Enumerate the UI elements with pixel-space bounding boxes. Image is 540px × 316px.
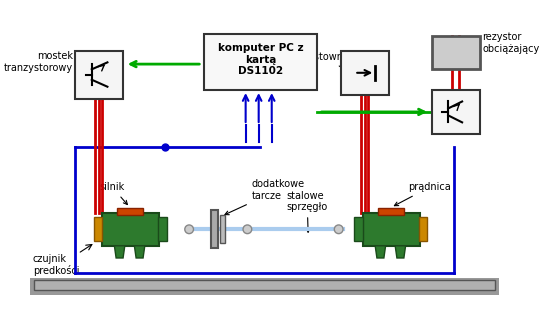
FancyBboxPatch shape xyxy=(158,217,166,241)
FancyBboxPatch shape xyxy=(431,36,480,69)
Polygon shape xyxy=(375,246,386,258)
Text: silnik: silnik xyxy=(99,182,127,204)
FancyBboxPatch shape xyxy=(220,216,225,243)
Polygon shape xyxy=(395,246,406,258)
FancyBboxPatch shape xyxy=(117,208,143,215)
FancyBboxPatch shape xyxy=(378,208,404,215)
FancyBboxPatch shape xyxy=(211,210,218,248)
Text: dodatkowe
tarcze: dodatkowe tarcze xyxy=(225,179,305,215)
Polygon shape xyxy=(134,246,145,258)
FancyBboxPatch shape xyxy=(30,278,500,295)
FancyBboxPatch shape xyxy=(418,217,427,241)
FancyBboxPatch shape xyxy=(363,213,420,246)
FancyBboxPatch shape xyxy=(102,213,159,246)
FancyBboxPatch shape xyxy=(431,90,480,134)
FancyBboxPatch shape xyxy=(35,280,495,290)
Circle shape xyxy=(334,225,343,234)
Text: czujnik
predkości: czujnik predkości xyxy=(32,254,79,276)
Text: prądnica: prądnica xyxy=(394,182,451,206)
Circle shape xyxy=(243,225,252,234)
Polygon shape xyxy=(114,246,125,258)
Text: stalowe
sprzęgło: stalowe sprzęgło xyxy=(287,191,328,232)
FancyBboxPatch shape xyxy=(354,217,363,241)
Text: mostek
tranzystorowy: mostek tranzystorowy xyxy=(4,51,73,73)
FancyBboxPatch shape xyxy=(204,34,317,90)
FancyBboxPatch shape xyxy=(93,217,102,241)
FancyBboxPatch shape xyxy=(341,51,389,94)
Text: prostownik: prostownik xyxy=(298,52,351,71)
Circle shape xyxy=(185,225,193,234)
Text: rezystor
obciążający: rezystor obciążający xyxy=(482,32,539,53)
FancyBboxPatch shape xyxy=(75,51,123,99)
Text: komputer PC z
kartą
DS1102: komputer PC z kartą DS1102 xyxy=(218,43,303,76)
